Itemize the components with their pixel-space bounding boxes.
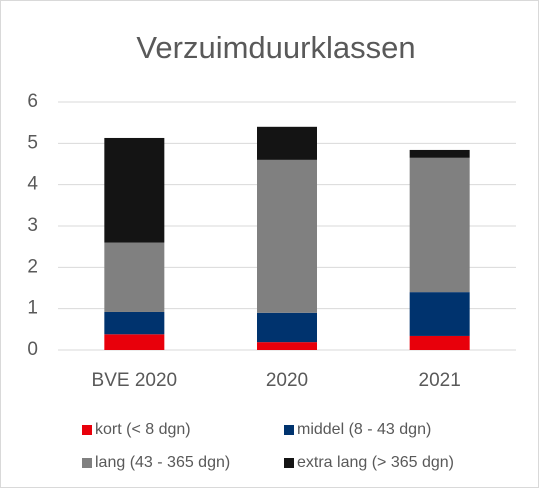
y-tick-label: 4 <box>27 174 38 195</box>
legend-swatch <box>284 458 294 468</box>
chart-title: Verzuimduurklassen <box>136 30 415 65</box>
y-tick-label: 1 <box>27 298 38 319</box>
legend-label: kort (< 8 dgn) <box>95 421 191 438</box>
bar-segment <box>257 312 317 343</box>
x-tick-label: 2021 <box>419 370 461 391</box>
legend-swatch <box>82 425 92 435</box>
legend-label: lang (43 - 365 dgn) <box>95 454 230 471</box>
bar-segment <box>409 292 470 336</box>
legend-label: extra lang (> 365 dgn) <box>297 454 454 471</box>
bar-segment <box>409 149 470 158</box>
y-tick-label: 3 <box>27 215 38 236</box>
bar-segment <box>409 335 470 350</box>
x-tick-label: 2020 <box>266 370 308 391</box>
bar-segment <box>104 311 165 335</box>
y-tick-label: 0 <box>27 339 38 360</box>
bar-segment <box>104 242 165 312</box>
bar-segment <box>257 126 317 160</box>
bar-segment <box>257 342 317 350</box>
bar-segment <box>104 137 165 243</box>
legend-swatch <box>284 425 294 435</box>
y-tick-label: 5 <box>27 132 38 153</box>
bar-segment <box>257 159 317 313</box>
y-tick-label: 2 <box>27 256 38 277</box>
y-tick-label: 6 <box>27 91 38 112</box>
bar-segment <box>104 334 165 350</box>
x-tick-label: BVE 2020 <box>92 370 178 391</box>
legend-swatch <box>82 458 92 468</box>
bar-segment <box>409 157 470 293</box>
legend-label: middel (8 - 43 dgn) <box>297 421 431 438</box>
